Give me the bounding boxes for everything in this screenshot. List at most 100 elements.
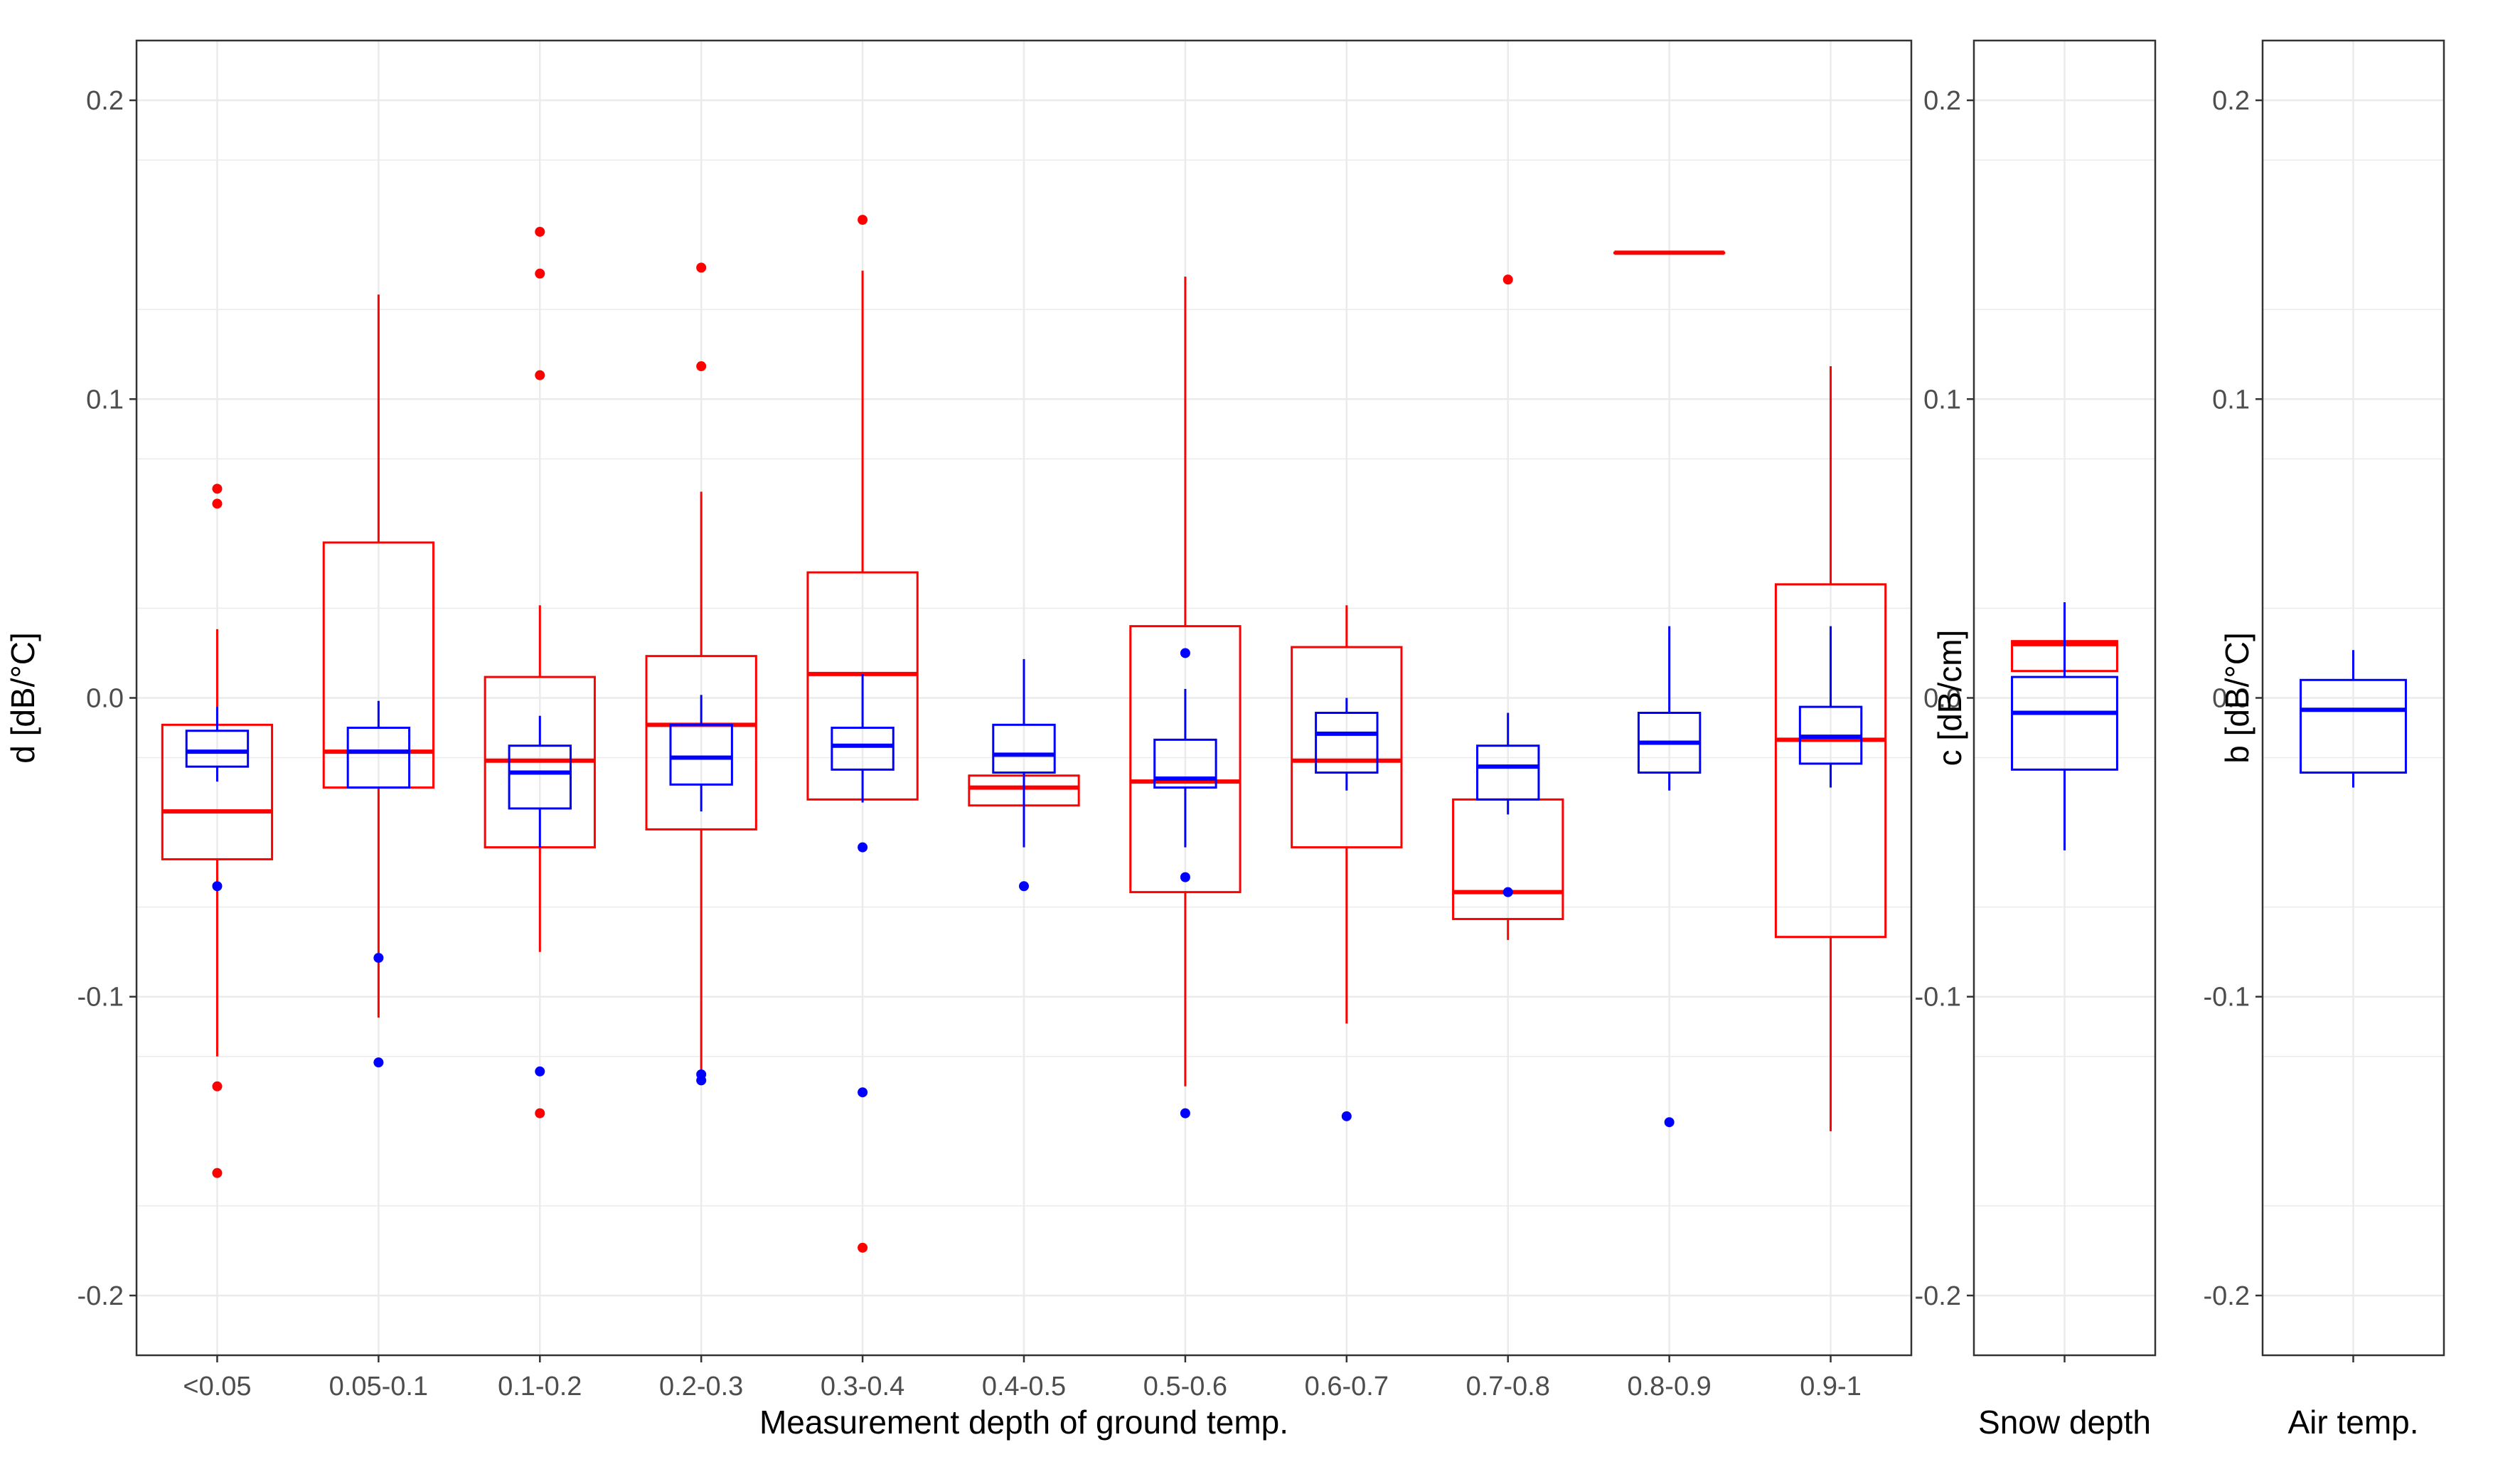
grid-layer xyxy=(1974,41,2155,1356)
x-tick-label: 0.9-1 xyxy=(1800,1372,1862,1401)
blue-box-3 xyxy=(669,695,733,1086)
red-box-10 xyxy=(1774,366,1887,1131)
box-iqr xyxy=(1774,583,1887,939)
y-tick-label: 0.2 xyxy=(2212,86,2250,116)
outlier-point xyxy=(858,215,868,225)
y-tick-label: 0.1 xyxy=(86,385,124,415)
y-axis: 0.2 0.1 0.0 -0.1 -0.2 xyxy=(2204,86,2263,1311)
x-axis-title: Air temp. xyxy=(2287,1404,2418,1441)
outlier-point xyxy=(1341,1111,1352,1121)
outlier-point xyxy=(858,1087,868,1098)
outlier-point xyxy=(212,881,223,892)
y-tick-label: 0.2 xyxy=(86,86,124,116)
y-tick-label: 0.1 xyxy=(2212,385,2250,415)
blue-box-0 xyxy=(185,707,250,892)
outlier-point xyxy=(1664,1117,1675,1128)
outlier-point xyxy=(535,370,545,380)
box-marks xyxy=(161,215,1887,1253)
blue-box-6 xyxy=(1153,648,1217,1118)
blue-box-10 xyxy=(1798,626,1863,788)
x-tick-label: 0.4-0.5 xyxy=(982,1372,1066,1401)
y-tick-label: 0.0 xyxy=(86,684,124,714)
box-iqr xyxy=(1291,646,1403,849)
y-axis-title: d [dB/°C] xyxy=(4,632,41,764)
y-tick-label: 0.2 xyxy=(1923,86,1961,116)
blue-box-1 xyxy=(346,700,411,1068)
outlier-point xyxy=(535,226,545,237)
outlier-point xyxy=(212,1168,223,1178)
box-iqr xyxy=(669,723,733,786)
outlier-point xyxy=(535,268,545,279)
x-tick-label: 0.2-0.3 xyxy=(659,1372,743,1401)
y-tick-label: -0.2 xyxy=(2204,1281,2250,1311)
outlier-point xyxy=(696,361,707,372)
outlier-point xyxy=(212,498,223,509)
blue-box-5 xyxy=(992,658,1056,892)
x-tick-label: 0.1-0.2 xyxy=(498,1372,582,1401)
snow-depth-panel: 0.2 0.1 0.0 -0.1 -0.2 Snow depth c [dB/cm] xyxy=(1915,39,2157,1441)
y-tick-label: -0.1 xyxy=(1915,983,1961,1013)
outlier-point xyxy=(535,1108,545,1118)
y-axis-title: b [dB/°C] xyxy=(2219,632,2255,764)
outlier-point xyxy=(212,1081,223,1091)
air-temperature-panel: 0.2 0.1 0.0 -0.1 -0.2 Air temp. b [dB/°C] xyxy=(2204,39,2445,1441)
outlier-point xyxy=(858,842,868,853)
x-tick-label: 0.7-0.8 xyxy=(1466,1372,1550,1401)
box-marks xyxy=(2300,650,2407,788)
y-tick-label: -0.2 xyxy=(78,1281,124,1311)
y-tick-label: 0.0 xyxy=(1923,684,1961,714)
x-axis-title: Snow depth xyxy=(1978,1404,2151,1441)
box-iqr xyxy=(1153,738,1217,789)
box-iqr xyxy=(831,727,895,771)
red-box-9 xyxy=(1613,250,1726,255)
outlier-point xyxy=(535,1066,545,1077)
blue-box-4 xyxy=(831,673,895,1098)
blue-box-8 xyxy=(1476,712,1540,897)
y-axis-title: c [dB/cm] xyxy=(1931,630,1968,767)
box-iqr xyxy=(2300,678,2407,774)
box-iqr xyxy=(185,730,250,768)
outlier-point xyxy=(696,1075,707,1086)
outlier-point xyxy=(1019,881,1029,892)
box-iqr xyxy=(1476,744,1540,801)
blue-box-7 xyxy=(1315,698,1379,1121)
x-tick-label: <0.05 xyxy=(183,1372,251,1401)
red-box-7 xyxy=(1291,605,1403,1024)
y-axis: 0.2 0.1 0.0 -0.1 -0.2 xyxy=(78,86,137,1311)
y-tick-label: -0.1 xyxy=(78,983,124,1013)
red-box-6 xyxy=(1129,276,1242,1086)
x-axis: <0.05 0.05-0.1 0.1-0.2 0.2-0.3 0.3-0.4 0.4-0.… xyxy=(183,1355,1862,1401)
outlier-point xyxy=(1180,648,1190,658)
outlier-point xyxy=(1502,887,1513,897)
outlier-point xyxy=(1502,274,1513,285)
y-tick-label: 0.0 xyxy=(2212,684,2250,714)
x-tick-label: 0.8-0.9 xyxy=(1627,1372,1711,1401)
x-tick-label: 0.05-0.1 xyxy=(329,1372,428,1401)
blue-box-9 xyxy=(1637,626,1702,1128)
x-axis-title: Measurement depth of ground temp. xyxy=(759,1404,1288,1441)
x-tick-label: 0.3-0.4 xyxy=(821,1372,904,1401)
box-iqr xyxy=(645,655,757,831)
blue-box-0 xyxy=(2300,650,2407,788)
y-axis: 0.2 0.1 0.0 -0.1 -0.2 xyxy=(1915,86,1974,1311)
outlier-point xyxy=(212,484,223,494)
outlier-point xyxy=(1180,872,1190,882)
y-tick-label: -0.2 xyxy=(1915,1281,1961,1311)
y-tick-label: 0.1 xyxy=(1923,385,1961,415)
outlier-point xyxy=(373,953,384,963)
box-iqr xyxy=(1129,625,1242,894)
outlier-point xyxy=(696,262,707,273)
outlier-point xyxy=(858,1242,868,1253)
box-iqr xyxy=(508,744,572,810)
x-tick-label: 0.6-0.7 xyxy=(1305,1372,1389,1401)
outlier-point xyxy=(373,1057,384,1068)
box-marks xyxy=(2011,602,2118,850)
grid-layer xyxy=(2263,41,2444,1356)
blue-box-2 xyxy=(508,715,572,1077)
y-tick-label: -0.1 xyxy=(2204,983,2250,1013)
blue-box-0 xyxy=(2011,602,2118,850)
box-iqr xyxy=(2011,676,2118,771)
box-iqr xyxy=(346,727,411,789)
